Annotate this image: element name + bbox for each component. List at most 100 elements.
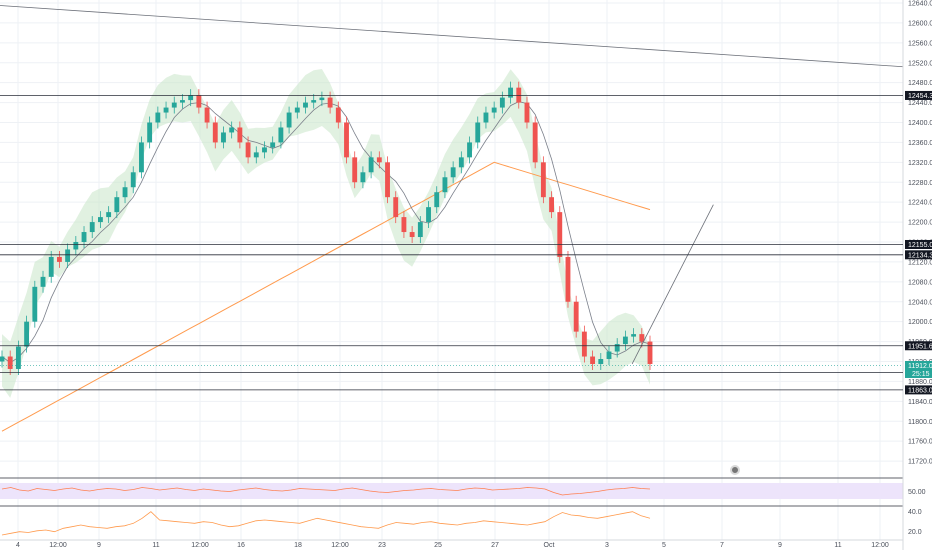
candle-body: [581, 331, 587, 357]
candle-body: [622, 336, 628, 345]
candle-body: [221, 132, 226, 143]
time-tick-label: 25: [434, 542, 442, 549]
candle-body: [286, 112, 292, 128]
candle-body: [573, 301, 579, 332]
chart-grid: [0, 0, 903, 540]
lower-indicator-pane[interactable]: 40.0 20.0: [1, 509, 922, 536]
price-tick-label: 12520.0: [908, 60, 932, 67]
horizontal-level-tag: [905, 385, 932, 395]
candle-body: [467, 142, 472, 158]
candle-body: [360, 172, 366, 183]
rsi-pane[interactable]: 50.00: [0, 483, 926, 499]
candle-body: [565, 256, 571, 302]
horizontal-level-label: 11863.0: [908, 387, 932, 394]
candle-body: [81, 232, 87, 242]
time-tick-label: 3: [605, 542, 609, 549]
horizontal-level-tag: [905, 341, 932, 351]
price-tick-label: 12400.0: [908, 120, 932, 127]
horizontal-level-label: 11951.6: [908, 343, 932, 350]
time-tick-label: 4: [16, 542, 20, 549]
lower-tick-label: 20.0: [908, 529, 922, 536]
candle-body: [442, 177, 448, 193]
candle-body: [24, 321, 30, 347]
price-pane[interactable]: [0, 5, 904, 507]
candle-body: [65, 249, 71, 262]
price-tick-label: 12480.0: [908, 80, 932, 87]
last-price-label: 11912.0: [908, 363, 932, 370]
candle-body: [549, 197, 554, 213]
trendline[interactable]: [0, 5, 904, 68]
time-tick-label: 9: [778, 542, 782, 549]
candle-body: [393, 197, 399, 218]
candle-body: [319, 97, 325, 101]
price-tick-label: 12360.0: [908, 140, 932, 147]
candle-body: [647, 341, 653, 364]
candle-body: [147, 122, 153, 143]
trendline[interactable]: [631, 204, 714, 365]
price-tick-label: 11840.0: [908, 399, 932, 406]
horizontal-level-label: 12134.3: [908, 252, 932, 259]
candle-body: [229, 127, 235, 133]
time-tick-label: 23: [378, 542, 386, 549]
candle-body: [368, 157, 374, 173]
candle-body: [204, 107, 210, 123]
candle-body: [278, 127, 284, 143]
time-tick-label: 11: [152, 542, 159, 549]
candle-body: [188, 95, 194, 101]
time-tick-label: 12:00: [49, 542, 67, 549]
candle-body: [7, 356, 13, 369]
time-tick-label: 12:00: [191, 542, 209, 549]
horizontal-level-label: 12155.0: [908, 242, 932, 249]
horizontal-levels: 12454.312155.012134.311951.611897.911863…: [0, 90, 932, 395]
candle-body: [262, 147, 267, 153]
time-tick-label: 9: [97, 542, 101, 549]
candle-body: [376, 157, 382, 163]
candle-body: [458, 157, 464, 168]
candle-body: [106, 212, 112, 218]
candle-body: [639, 334, 645, 342]
candle-body: [614, 344, 620, 352]
candle-body: [122, 187, 128, 198]
candle-body: [98, 217, 103, 223]
candle-body: [180, 100, 185, 103]
candle-body: [32, 286, 38, 322]
horizontal-level-tag: [905, 250, 932, 260]
price-tick-label: 11880.0: [908, 379, 932, 386]
last-price-tag: [905, 360, 932, 378]
candle-body: [89, 222, 95, 233]
candle-body: [401, 217, 407, 233]
price-tick-label: 12040.0: [908, 299, 932, 306]
rsi-tick-label: 50.00: [908, 489, 926, 496]
candle-body: [409, 232, 415, 238]
price-tick-label: 11760.0: [908, 439, 932, 446]
candle-body: [155, 112, 161, 123]
price-tick-label: 12600.0: [908, 20, 932, 27]
candle-body: [557, 212, 563, 257]
price-tick-label: 12640.0: [908, 1, 932, 8]
candle-body: [139, 142, 144, 173]
candle-body: [598, 359, 604, 364]
candle-body: [524, 102, 530, 123]
candle-body: [253, 152, 259, 158]
volatility-band: [2, 69, 650, 398]
candle-body: [73, 242, 79, 250]
candle-body: [483, 112, 489, 123]
record-dot-icon[interactable]: [730, 465, 740, 475]
candle-body: [303, 102, 308, 108]
time-axis[interactable]: 4 12:00 9 11 12:00 16 18 12:00 23 25 27 Oct 3 5 7 9 11 12…: [0, 539, 903, 549]
price-tick-label: 12560.0: [908, 40, 932, 47]
time-tick-label: 18: [294, 542, 302, 549]
candle-body: [475, 122, 481, 143]
candle-body: [426, 207, 431, 223]
horizontal-level-tag: [905, 239, 932, 249]
candle-body: [540, 162, 546, 198]
price-tick-label: 12200.0: [908, 220, 932, 227]
candle-body: [352, 157, 358, 183]
horizontal-level-tag: [905, 90, 932, 100]
candle-body: [385, 162, 390, 198]
price-tick-label: 11800.0: [908, 419, 932, 426]
candle-body: [434, 192, 440, 208]
candle-body: [311, 100, 317, 103]
price-axis[interactable]: 12640.0 12600.0 12560.0 12520.0 12480.0 12440…: [902, 0, 932, 550]
